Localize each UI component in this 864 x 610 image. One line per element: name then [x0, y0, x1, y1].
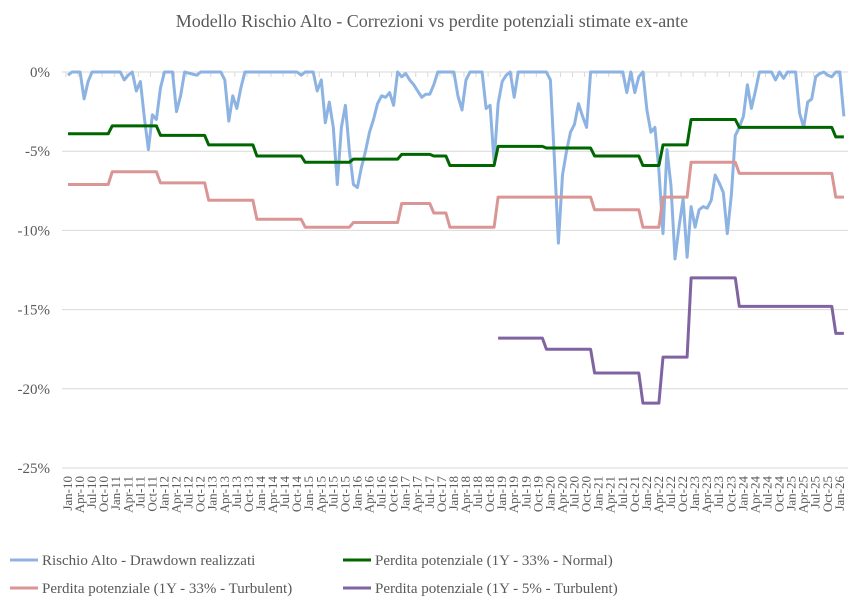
series-line-1 [68, 118, 844, 167]
legend: Rischio Alto - Drawdown realizzati Perdit… [10, 553, 618, 597]
x-tick-label: Oct-11 [144, 476, 159, 512]
x-tick-label: Jan-24 [735, 476, 750, 511]
x-tick-label: Jan-16 [349, 476, 364, 511]
y-tick-label: 0% [30, 65, 50, 81]
x-tick-label: Oct-22 [675, 476, 690, 512]
x-tick-label: Jan-19 [494, 476, 509, 511]
x-tick-label: Apr-12 [169, 476, 184, 513]
x-tick-label: Apr-16 [362, 476, 377, 514]
x-tick-label: Apr-20 [554, 476, 569, 513]
x-tick-label: Oct-23 [723, 476, 738, 512]
y-tick-label: -15% [18, 303, 51, 319]
x-tick-label: Jan-11 [108, 476, 123, 510]
x-tick-label: Apr-14 [265, 476, 280, 514]
x-tick-label: Jul-11 [132, 476, 147, 508]
x-tick-label: Oct-10 [96, 476, 111, 512]
x-tick-label: Oct-16 [386, 476, 401, 513]
x-tick-label: Oct-13 [241, 476, 256, 512]
series-line-2 [68, 160, 844, 229]
y-tick-label: -25% [18, 461, 51, 477]
legend-label: Perdita potenziale (1Y - 33% - Turbulent… [42, 581, 292, 597]
y-tick-label: -20% [18, 382, 51, 398]
y-tick-label: -10% [18, 223, 51, 239]
y-tick-label: -5% [25, 144, 50, 160]
x-tick-label: Jul-12 [181, 476, 196, 509]
x-tick-label: Oct-18 [482, 476, 497, 512]
x-tick-label: Jan-20 [542, 476, 557, 511]
x-tick-label: Apr-25 [796, 476, 811, 513]
x-tick-label: Oct-17 [434, 476, 449, 513]
x-tick-label: Jul-22 [663, 476, 678, 509]
x-tick-label: Jan-22 [639, 476, 654, 511]
x-tick-label: Oct-12 [193, 476, 208, 512]
x-tick-label: Apr-23 [699, 476, 714, 513]
x-tick-label: Jul-23 [711, 476, 726, 509]
x-tick-label: Apr-24 [747, 476, 762, 514]
x-tick-label: Jul-13 [229, 476, 244, 509]
x-tick-label: Jul-18 [470, 476, 485, 509]
x-tick-label: Apr-11 [120, 476, 135, 513]
x-tick-label: Jan-12 [156, 476, 171, 511]
x-axis: Jan-10Apr-10Jul-10Oct-10Jan-11Apr-11Jul-… [60, 72, 847, 513]
x-tick-label: Jul-17 [422, 476, 437, 509]
x-tick-label: Jul-20 [567, 476, 582, 509]
legend-label: Rischio Alto - Drawdown realizzati [42, 553, 255, 569]
x-tick-label: Oct-15 [337, 476, 352, 512]
x-tick-label: Apr-21 [603, 476, 618, 513]
x-tick-label: Apr-10 [72, 476, 87, 513]
x-tick-label: Apr-22 [651, 476, 666, 513]
x-tick-label: Oct-20 [579, 476, 594, 512]
x-tick-label: Jan-18 [446, 476, 461, 511]
x-tick-label: Jan-25 [784, 476, 799, 511]
x-tick-label: Jan-26 [832, 476, 847, 511]
x-tick-label: Oct-25 [820, 476, 835, 512]
x-tick-label: Apr-15 [313, 476, 328, 513]
series-line-3 [498, 276, 844, 405]
x-tick-label: Jan-10 [60, 476, 75, 511]
x-tick-label: Jan-15 [301, 476, 316, 511]
series-lines [67, 70, 846, 405]
series-line-0 [67, 70, 846, 261]
x-tick-label: Apr-17 [410, 476, 425, 514]
x-tick-label: Jan-14 [253, 476, 268, 511]
x-tick-label: Jan-17 [398, 476, 413, 511]
chart-title: Modello Rischio Alto - Correzioni vs per… [176, 11, 688, 31]
gridlines [62, 71, 848, 469]
x-tick-label: Jul-14 [277, 476, 292, 509]
x-tick-label: Apr-13 [217, 476, 232, 513]
x-tick-label: Oct-14 [289, 476, 304, 513]
x-tick-label: Jul-10 [84, 476, 99, 509]
legend-label: Perdita potenziale (1Y - 33% - Normal) [375, 553, 613, 569]
x-tick-label: Apr-18 [458, 476, 473, 513]
x-tick-label: Jan-13 [205, 476, 220, 511]
x-tick-label: Oct-19 [530, 476, 545, 512]
x-tick-label: Jul-24 [759, 476, 774, 509]
x-tick-label: Jan-23 [687, 476, 702, 511]
legend-label: Perdita potenziale (1Y - 5% - Turbulent) [375, 581, 618, 597]
x-tick-label: Jul-25 [808, 476, 823, 509]
x-tick-label: Apr-19 [506, 476, 521, 513]
x-tick-label: Oct-21 [627, 476, 642, 512]
x-tick-label: Jul-19 [518, 476, 533, 509]
x-tick-label: Oct-24 [772, 476, 787, 513]
y-axis: 0% -5% -10% -15% -20% -25% [18, 65, 51, 477]
x-tick-label: Jul-16 [374, 476, 389, 509]
x-tick-label: Jul-15 [325, 476, 340, 509]
x-tick-label: Jan-21 [591, 476, 606, 511]
x-tick-label: Jul-21 [615, 476, 630, 509]
